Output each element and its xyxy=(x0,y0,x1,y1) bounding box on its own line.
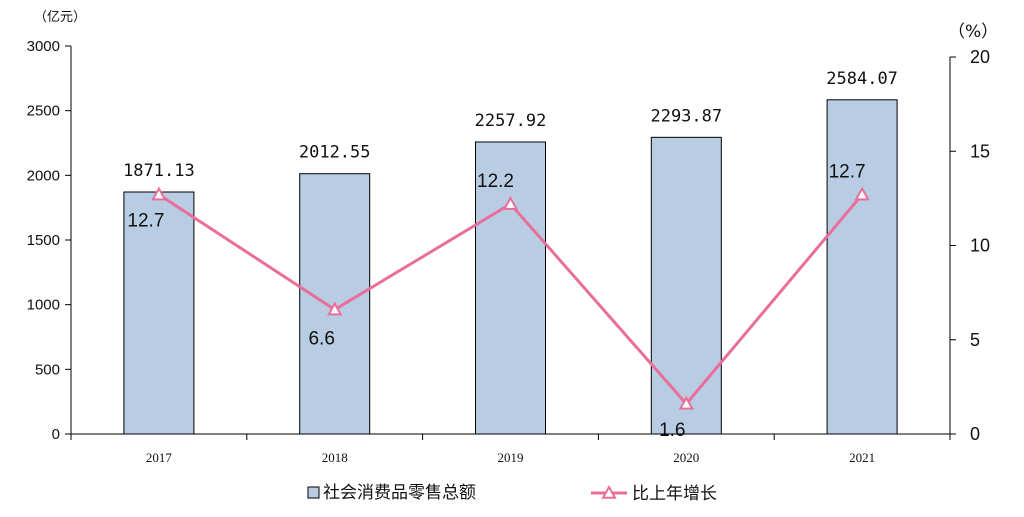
growth-marker xyxy=(151,186,167,201)
right-tick-label: 5 xyxy=(970,330,980,350)
bar-2021 xyxy=(826,99,898,435)
growth-marker xyxy=(327,301,343,316)
line-series: 12.7 6.6 12.2 1.6 12.7 xyxy=(127,162,870,441)
right-y-axis: 0 5 10 15 20 （%） xyxy=(948,22,998,444)
left-tick-label: 0 xyxy=(52,426,60,443)
growth-value-label: 12.7 xyxy=(829,162,866,183)
bar-value-label: 1871.13 xyxy=(123,161,195,181)
legend-bar-label: 社会消费品零售总额 xyxy=(323,483,476,503)
bar-2019 xyxy=(475,141,546,435)
growth-marker xyxy=(854,186,870,201)
x-tick-label: 2020 xyxy=(673,450,699,465)
growth-value-label: 12.7 xyxy=(127,211,164,232)
growth-value-label: 1.6 xyxy=(659,420,685,441)
x-tick-label: 2021 xyxy=(849,450,875,465)
right-axis-unit: （%） xyxy=(948,22,998,42)
legend: 社会消费品零售总额 比上年增长 xyxy=(307,483,717,504)
bar-value-label: 2012.55 xyxy=(299,143,371,163)
left-tick-label: 1000 xyxy=(27,297,60,314)
legend-triangle-icon xyxy=(601,484,617,499)
right-tick-label: 0 xyxy=(970,424,980,444)
left-tick-label: 500 xyxy=(35,361,60,378)
bar-2020 xyxy=(650,136,722,435)
right-tick-label: 10 xyxy=(970,236,990,256)
left-axis-unit: （亿元） xyxy=(34,10,86,25)
x-tick-label: 2017 xyxy=(146,450,173,465)
growth-value-label: 12.2 xyxy=(477,171,514,192)
x-tick-label: 2018 xyxy=(322,450,348,465)
left-tick-label: 1500 xyxy=(27,232,60,249)
left-tick-label: 2000 xyxy=(27,167,60,184)
growth-value-label: 6.6 xyxy=(308,329,334,350)
bar-series: 1871.13 2012.55 2257.92 2293.87 2584.07 xyxy=(123,69,898,435)
left-y-axis: 0 500 1000 1500 2000 2500 3000 （亿元） xyxy=(27,10,86,443)
growth-marker xyxy=(502,195,519,210)
growth-marker xyxy=(678,395,694,410)
legend-line-label: 比上年增长 xyxy=(632,484,717,504)
left-tick-label: 3000 xyxy=(27,38,60,55)
bar-value-label: 2584.07 xyxy=(826,69,898,89)
x-axis: 2017 2018 2019 2020 2021 xyxy=(70,433,951,465)
right-tick-label: 15 xyxy=(970,141,990,161)
legend-bar-swatch xyxy=(307,486,320,499)
bar-value-label: 2257.92 xyxy=(475,111,547,131)
bar-value-label: 2293.87 xyxy=(650,106,722,126)
x-tick-label: 2019 xyxy=(498,450,524,465)
left-tick-label: 2500 xyxy=(27,103,60,120)
bar-2017 xyxy=(123,191,195,435)
right-tick-label: 20 xyxy=(970,47,990,67)
